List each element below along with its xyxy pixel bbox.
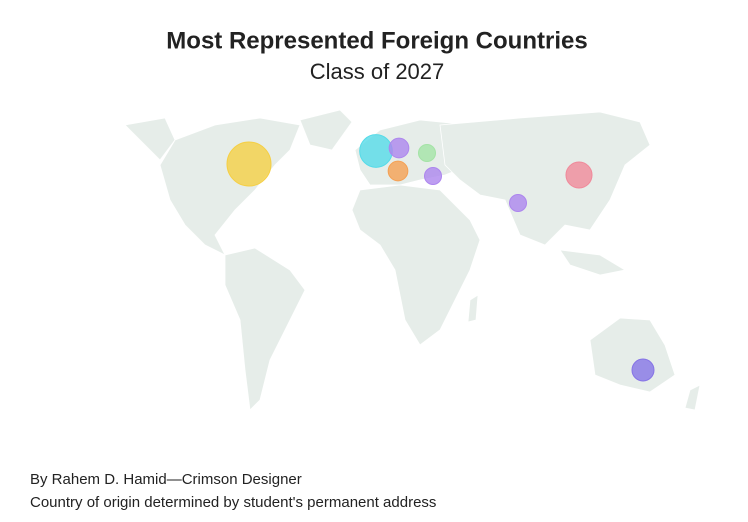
world-map [124,109,701,411]
bubble [387,160,409,182]
bubble [417,143,437,163]
byline: By Rahem D. Hamid—Crimson Designer [30,471,302,488]
bubble [423,166,443,186]
bubble [388,137,410,159]
note: Country of origin determined by student'… [30,494,436,511]
bubble [631,358,655,382]
bubble [565,161,593,189]
chart-title: Most Represented Foreign Countries [166,27,587,54]
bubble [359,134,393,168]
bubble [508,193,528,213]
chart-subtitle: Class of 2027 [310,59,445,84]
bubble [226,141,272,187]
